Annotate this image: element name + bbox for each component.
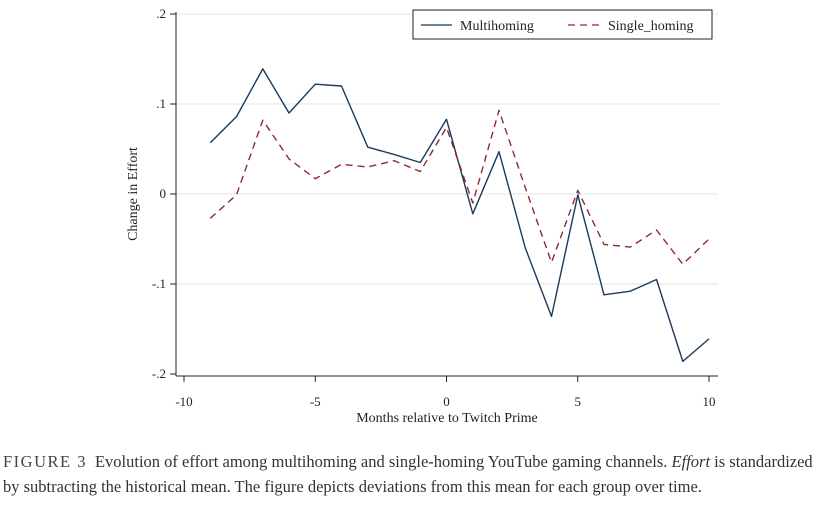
legend-label-multihoming: Multihoming: [460, 19, 534, 34]
x-tick-label-3: 5: [575, 394, 582, 409]
x-tick-label-0: -10: [175, 394, 192, 409]
caption-emphasis: Effort: [671, 452, 711, 471]
series-line-multihoming: [209, 68, 710, 363]
y-axis-title: Change in Effort: [126, 147, 141, 241]
y-tick-label-3: .1: [156, 96, 166, 111]
tick-labels: -.2 -.1 0 .1 .2 -10 -5 0 5 10: [152, 6, 716, 409]
legend-label-single-homing: Single_homing: [608, 19, 694, 34]
caption-text-before: Evolution of effort among multihoming an…: [94, 452, 672, 471]
legend: Multihoming Single_homing: [412, 9, 713, 40]
figure-caption: FIGURE 3 Evolution of effort among multih…: [3, 449, 829, 499]
x-tick-label-4: 10: [703, 394, 716, 409]
y-tick-label-1: -.1: [152, 276, 166, 291]
x-tick-label-1: -5: [310, 394, 321, 409]
series-line-single-homing: [209, 109, 710, 265]
series-lines: [209, 68, 710, 363]
axes: [170, 12, 718, 382]
legend-box: [412, 9, 713, 40]
y-tick-label-4: .2: [156, 6, 166, 21]
y-tick-label-2: 0: [160, 186, 167, 201]
figure-label: FIGURE 3: [3, 452, 87, 471]
y-tick-label-0: -.2: [152, 366, 166, 381]
x-tick-label-2: 0: [443, 394, 450, 409]
effort-line-chart: -.2 -.1 0 .1 .2 -10 -5 0 5 10 Months relative to …: [126, 6, 718, 426]
caption-text-after: is standardized by subtracting the histo…: [3, 452, 813, 496]
x-axis-title: Months relative to Twitch Prime: [356, 411, 538, 426]
